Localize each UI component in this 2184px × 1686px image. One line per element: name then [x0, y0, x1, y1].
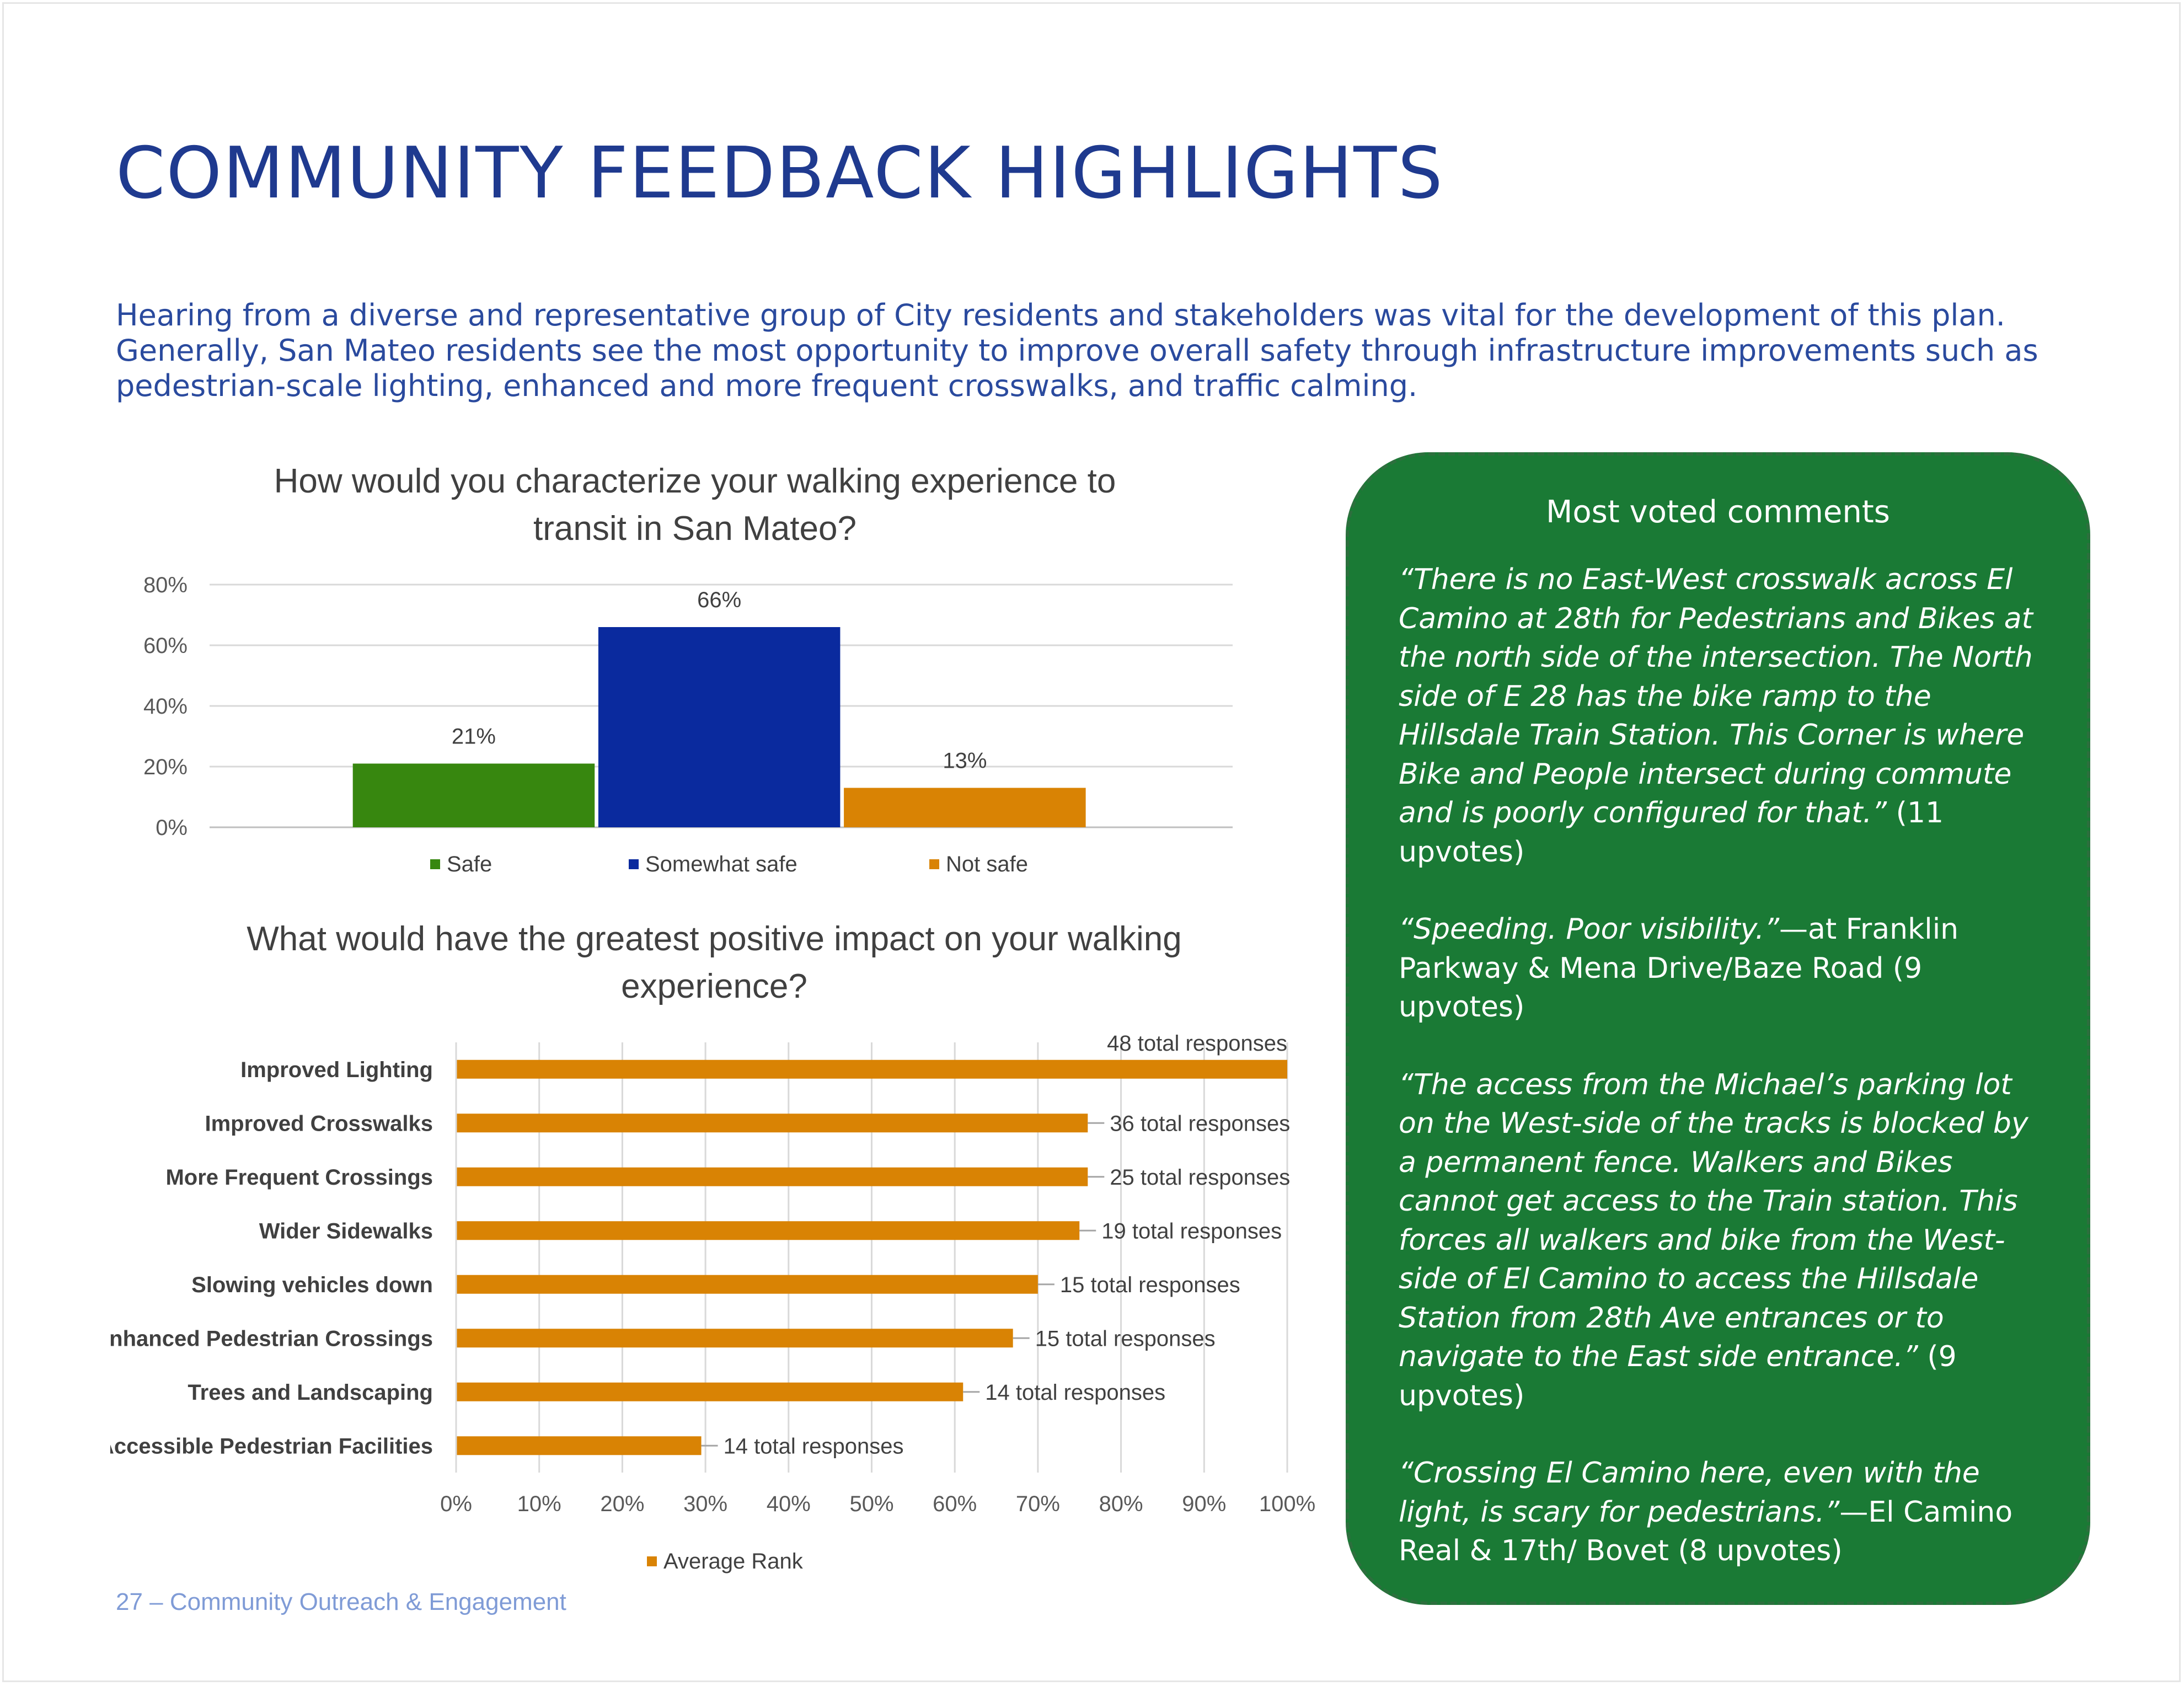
category-label: More Frequent Crossings	[165, 1165, 433, 1190]
comment-item: “Crossing El Camino here, even with the …	[1399, 1454, 2055, 1571]
comment-meta: —El Camino Real & 17th/ Bovet (8 upvotes…	[1399, 1495, 2013, 1568]
category-label: Trees and Landscaping	[188, 1380, 433, 1405]
legend-swatch	[647, 1556, 657, 1566]
data-label: 14 total responses	[724, 1434, 904, 1458]
data-label: 15 total responses	[1060, 1273, 1240, 1297]
x-tick-label: 10%	[517, 1492, 561, 1516]
safety-bar-chart: 0% 20% 40% 60% 80% 21% 66% 13% Safe Somewhat safe…	[143, 573, 1233, 876]
x-tick-label: 60%	[933, 1492, 977, 1516]
y-tick-label: 60%	[143, 634, 188, 658]
category-label: Accessible Pedestrian Facilities	[110, 1434, 433, 1458]
bar	[844, 788, 1086, 827]
x-tick-label: 90%	[1182, 1492, 1226, 1516]
legend-label: Somewhat safe	[645, 852, 797, 876]
intro-paragraph: Hearing from a diverse and representativ…	[116, 298, 2038, 403]
chart2-title-line1: What would have the greatest positive im…	[247, 920, 1182, 958]
bar	[456, 1382, 963, 1401]
legend-label: Not safe	[946, 852, 1028, 876]
bar	[456, 1221, 1080, 1240]
comment-item: “There is no East-West crosswalk across …	[1399, 560, 2055, 871]
comment-meta: —at Franklin Parkway & Mena Drive/Baze R…	[1399, 913, 1959, 1024]
impact-bar-chart: 0% 10% 20% 30% 40% 50% 60% 70% 80% 90% 100% Improve…	[110, 1031, 1315, 1573]
chart1-title-line1: How would you characterize your walking …	[274, 462, 1116, 500]
x-tick-label: 100%	[1259, 1492, 1315, 1516]
x-tick-label: 0%	[440, 1492, 472, 1516]
data-label: 25 total responses	[1110, 1165, 1290, 1190]
category-label: Improved Crosswalks	[205, 1111, 433, 1136]
x-tick-label: 20%	[600, 1492, 644, 1516]
comment-item: “The access from the Michael’s parking l…	[1399, 1066, 2055, 1416]
comment-meta: (11 upvotes)	[1399, 796, 1944, 869]
page-title: COMMUNITY FEEDBACK HIGHLIGHTS	[116, 132, 1444, 215]
x-tick-label: 70%	[1016, 1492, 1060, 1516]
chart1-title-line2: transit in San Mateo?	[533, 510, 857, 548]
chart2-title: What would have the greatest positive im…	[165, 916, 1263, 1010]
comment-meta: (9 upvotes)	[1399, 1340, 1957, 1412]
bar	[456, 1436, 702, 1455]
x-tick-label: 50%	[849, 1492, 893, 1516]
x-tick-label: 80%	[1099, 1492, 1143, 1516]
legend-swatch	[629, 859, 639, 869]
bar	[456, 1059, 1287, 1079]
y-tick-label: 40%	[143, 694, 188, 719]
y-tick-label: 20%	[143, 755, 188, 779]
y-tick-label: 80%	[143, 573, 188, 597]
data-label: 48 total responses	[1107, 1031, 1287, 1056]
y-tick-label: 0%	[156, 816, 188, 840]
category-label: Improved Lighting	[240, 1058, 433, 1082]
data-label: 66%	[697, 588, 741, 612]
bar	[598, 627, 841, 827]
bar	[456, 1114, 1088, 1133]
legend-label: Average Rank	[663, 1549, 804, 1573]
comments-list: “There is no East-West crosswalk across …	[1399, 560, 2055, 1609]
data-label: 14 total responses	[985, 1380, 1165, 1405]
x-tick-label: 40%	[767, 1492, 811, 1516]
x-tick-label: 30%	[683, 1492, 727, 1516]
data-label: 19 total responses	[1101, 1219, 1282, 1243]
comment-quote: “Crossing El Camino here, even with the …	[1399, 1457, 1980, 1529]
data-label: 15 total responses	[1035, 1326, 1216, 1351]
bar	[456, 1167, 1088, 1186]
category-label: Enhanced Pedestrian Crossings	[110, 1326, 433, 1351]
data-label: 21%	[452, 725, 496, 749]
comment-quote: “Speeding. Poor visibility.”	[1399, 913, 1780, 946]
comment-item: “Speeding. Poor visibility.”—at Franklin…	[1399, 910, 2055, 1027]
legend-swatch	[430, 859, 440, 869]
bar	[352, 763, 595, 827]
comment-quote: “There is no East-West crosswalk across …	[1399, 563, 2033, 829]
page-footer: 27 – Community Outreach & Engagement	[116, 1588, 566, 1615]
chart1-title: How would you characterize your walking …	[143, 458, 1246, 553]
legend-swatch	[929, 859, 939, 869]
data-label: 36 total responses	[1110, 1111, 1290, 1136]
legend-label: Safe	[447, 852, 492, 876]
bar	[456, 1329, 1013, 1348]
category-label: Slowing vehicles down	[191, 1273, 433, 1297]
bar	[456, 1275, 1038, 1294]
data-label: 13%	[943, 749, 987, 773]
chart2-title-line2: experience?	[621, 967, 807, 1005]
comments-panel: Most voted comments “There is no East-We…	[1346, 452, 2090, 1605]
category-label: Wider Sidewalks	[259, 1219, 433, 1243]
comments-title: Most voted comments	[1546, 494, 1890, 530]
comment-quote: “The access from the Michael’s parking l…	[1399, 1068, 2028, 1374]
